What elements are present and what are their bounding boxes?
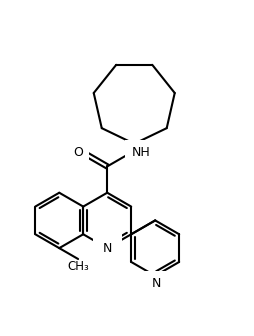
Text: N: N — [151, 277, 160, 290]
Text: O: O — [73, 146, 83, 159]
Text: NH: NH — [131, 146, 149, 159]
Text: N: N — [102, 242, 112, 255]
Text: CH₃: CH₃ — [67, 260, 89, 273]
